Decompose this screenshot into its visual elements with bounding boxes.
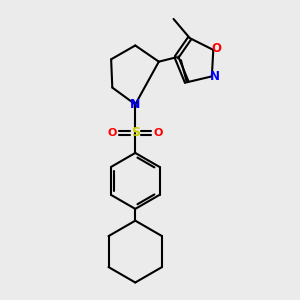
Text: N: N [210,70,220,83]
Text: O: O [212,42,222,55]
Text: S: S [131,126,140,140]
Text: N: N [130,98,140,111]
Text: O: O [153,128,163,138]
Text: O: O [108,128,117,138]
